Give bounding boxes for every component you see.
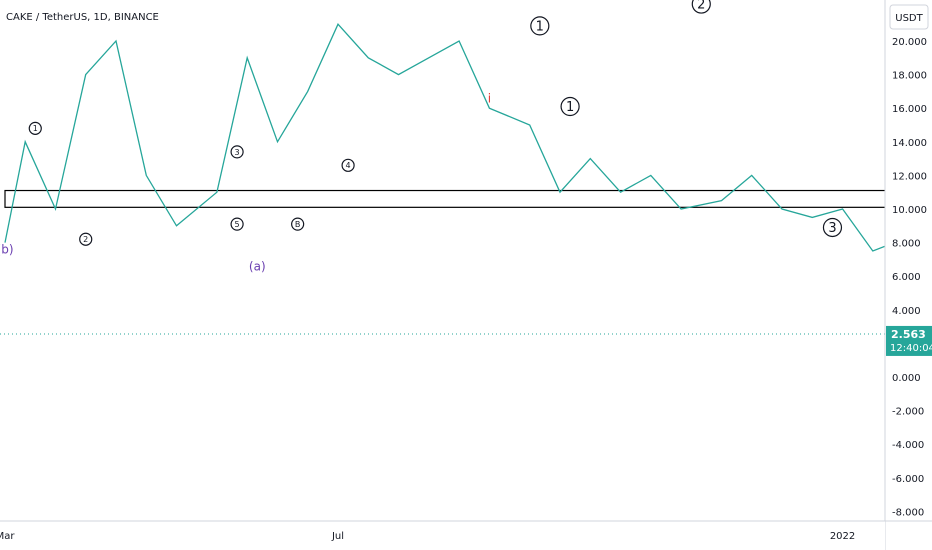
wave-marker-8 xyxy=(230,145,244,159)
wave-label-4: i xyxy=(488,91,491,105)
y-tick-label: 8.000 xyxy=(892,239,921,250)
wave-label-1: 1 xyxy=(536,20,544,35)
wave-label-11: 4 xyxy=(346,161,351,170)
y-tick-label: -6.000 xyxy=(892,474,924,485)
x-tick-label: Mar xyxy=(0,531,15,542)
price-axis-bg xyxy=(885,0,932,550)
chart-title: CAKE / TetherUS, 1D, BINANCE xyxy=(6,12,159,23)
wave-label-8: 3 xyxy=(235,148,240,157)
wave-label-6: 1 xyxy=(33,124,38,133)
wave-label-5: 1 xyxy=(566,100,574,115)
currency-box xyxy=(889,4,929,30)
price-axis[interactable]: USDT-8.000-6.000-4.000-2.0000.0002.0004.… xyxy=(884,0,932,550)
y-tick-label: -2.000 xyxy=(892,407,924,418)
wave-marker-6 xyxy=(28,121,42,135)
y-tick-label: 20.000 xyxy=(892,37,927,48)
last-price-label: 2.563 xyxy=(891,328,926,341)
wave-marker-13 xyxy=(822,217,843,238)
y-tick-label: 14.000 xyxy=(892,138,927,149)
plot-background xyxy=(0,0,885,521)
wave-label-7: 2 xyxy=(83,235,88,244)
time-axis[interactable]: MarJul2022MaySep2023MaySep2024MaySep2025 xyxy=(0,520,932,550)
x-tick-label: 2022 xyxy=(830,531,855,542)
x-tick-label: Jul xyxy=(331,531,344,542)
currency-label: USDT xyxy=(895,13,923,24)
wave-label-10: B xyxy=(295,220,301,229)
wave-marker-10 xyxy=(291,217,305,231)
wave-marker-11 xyxy=(341,158,355,172)
wave-marker-5 xyxy=(560,96,580,117)
y-tick-label: -4.000 xyxy=(892,440,924,451)
wave-marker-1 xyxy=(530,16,550,36)
support-zone-rect xyxy=(4,189,932,208)
y-tick-label: 12.000 xyxy=(892,171,927,182)
wave-marker-0 xyxy=(691,0,711,14)
y-tick-label: 4.000 xyxy=(892,306,921,317)
wave-label-13: 3 xyxy=(828,221,836,236)
countdown-label: 12:40:04 xyxy=(890,343,932,354)
y-tick-label: 6.000 xyxy=(892,272,921,283)
chart-grid xyxy=(0,0,885,521)
wave-marker-9 xyxy=(230,217,244,231)
wave-marker-7 xyxy=(79,232,93,246)
y-tick-label: 0.000 xyxy=(892,373,921,384)
last-price-badge xyxy=(886,325,932,356)
wave-label-9: 5 xyxy=(235,220,240,229)
support-zone-layer xyxy=(4,189,932,208)
y-tick-label: -8.000 xyxy=(892,507,924,518)
y-tick-label: 18.000 xyxy=(892,71,927,82)
time-axis-bg xyxy=(0,521,885,550)
wave-label-3: (a) xyxy=(249,259,266,273)
wave-label-0: 2 xyxy=(697,0,705,13)
price-series-line xyxy=(4,23,932,260)
wave-label-2: (b) xyxy=(0,243,13,257)
y-tick-label: 10.000 xyxy=(892,205,927,216)
y-tick-label: 16.000 xyxy=(892,104,927,115)
